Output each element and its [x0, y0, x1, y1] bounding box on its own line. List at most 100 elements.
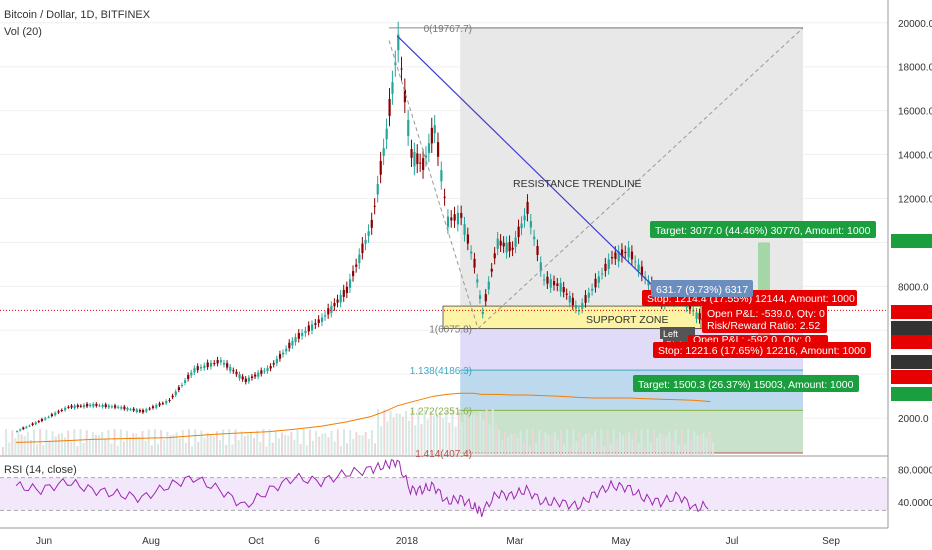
candle-body [320, 317, 324, 322]
volume-legend[interactable]: Vol (20) [4, 26, 42, 38]
rsi-band [0, 477, 888, 511]
candle-body [40, 419, 44, 422]
candle-body [226, 363, 229, 368]
price-tick-label: 12000.0 [898, 194, 932, 205]
drawings[interactable] [0, 27, 888, 329]
volume-bar [82, 443, 85, 455]
volume-bar [637, 443, 640, 455]
volume-bar [519, 430, 522, 455]
volume-bar [377, 409, 380, 455]
candle-body [120, 407, 123, 409]
candle-body [64, 407, 67, 411]
time-tick-label: 6 [314, 536, 320, 547]
volume-bar [680, 429, 683, 455]
volume-bar [194, 429, 197, 455]
candle-body [358, 254, 361, 264]
candle-body [601, 273, 604, 275]
volume-bar [116, 445, 119, 455]
volume-bar [246, 434, 249, 455]
candle-body [546, 276, 549, 284]
volume-bar [281, 432, 283, 455]
candle-body [22, 427, 25, 430]
volume-bar [51, 431, 54, 455]
candle-body [250, 376, 254, 379]
rsi-legend[interactable]: RSI (14, close) [4, 464, 77, 476]
volume-bar [535, 442, 538, 455]
candle-body [430, 127, 433, 144]
volume-bar [411, 409, 414, 455]
candle-body [311, 324, 314, 331]
volume-bar [212, 436, 215, 455]
candle-body [584, 295, 587, 303]
time-tick-label: Jul [726, 536, 739, 547]
candle-body [490, 268, 493, 272]
volume-bar [153, 429, 156, 455]
volume-bar [188, 429, 190, 455]
candle-body [174, 391, 177, 395]
candle-body [288, 342, 291, 349]
candle-body [336, 299, 339, 303]
volume-bar [649, 441, 652, 455]
volume-bar [367, 438, 370, 455]
candle-body [526, 201, 529, 214]
resistance-trendline [396, 35, 661, 294]
candle-body [168, 399, 171, 401]
volume-bar [327, 437, 330, 455]
volume-bar [507, 436, 510, 455]
candle-body [382, 148, 385, 156]
volume-bar [234, 429, 237, 455]
volume-bar [343, 429, 345, 455]
candle-body [104, 404, 107, 408]
volume-bar [129, 437, 132, 455]
volume-bar [572, 429, 575, 455]
volume-bar [299, 444, 302, 455]
candle-body [624, 251, 627, 253]
volume-bar [308, 429, 311, 455]
open-pnl-label-bg [702, 305, 827, 321]
volume-bar [690, 439, 693, 455]
risk-reward-label-bg [702, 318, 827, 333]
candle-body [117, 406, 120, 408]
price-range-label-bg [651, 280, 753, 297]
volume-bar [659, 433, 662, 455]
volume-bar [432, 415, 435, 455]
candle-body [481, 311, 484, 315]
volume-bar [386, 421, 389, 455]
support-label: SUPPORT ZONE [586, 314, 668, 326]
volume-bar [315, 431, 318, 455]
volume-bar [485, 409, 488, 455]
candle-body [266, 368, 269, 371]
price-tick-label: 18000.0 [898, 63, 932, 74]
volume-bar [711, 442, 714, 455]
drawing-zones [442, 27, 803, 454]
volume-bar [284, 434, 287, 455]
volume-bar [355, 432, 358, 455]
candle-body [597, 276, 600, 283]
volume-bar [132, 433, 135, 455]
volume-bar [370, 429, 373, 455]
volume-bar [67, 430, 70, 455]
candle-body [440, 170, 443, 182]
volume-bar [622, 435, 624, 455]
volume-bar [597, 441, 600, 455]
volume-bar [358, 435, 361, 455]
symbol-title[interactable]: Bitcoin / Dollar, 1D, BITFINEX [4, 9, 151, 21]
volume-bar [23, 435, 26, 455]
candle-body [291, 340, 294, 346]
volume-bar [575, 440, 578, 455]
candle-body [520, 223, 523, 229]
volume-bar [395, 413, 398, 455]
volume-bar [126, 430, 128, 455]
volume-bar [256, 430, 259, 455]
volume-bar [277, 438, 280, 455]
volume-bar [522, 441, 525, 455]
volume-bar [138, 436, 141, 455]
candle-body [219, 360, 223, 363]
candle-body [571, 297, 574, 306]
candle-body [460, 213, 463, 218]
volume-bar [479, 411, 482, 455]
volume-bar [600, 429, 603, 455]
candle-body [552, 280, 556, 286]
volume-bar [436, 414, 438, 455]
